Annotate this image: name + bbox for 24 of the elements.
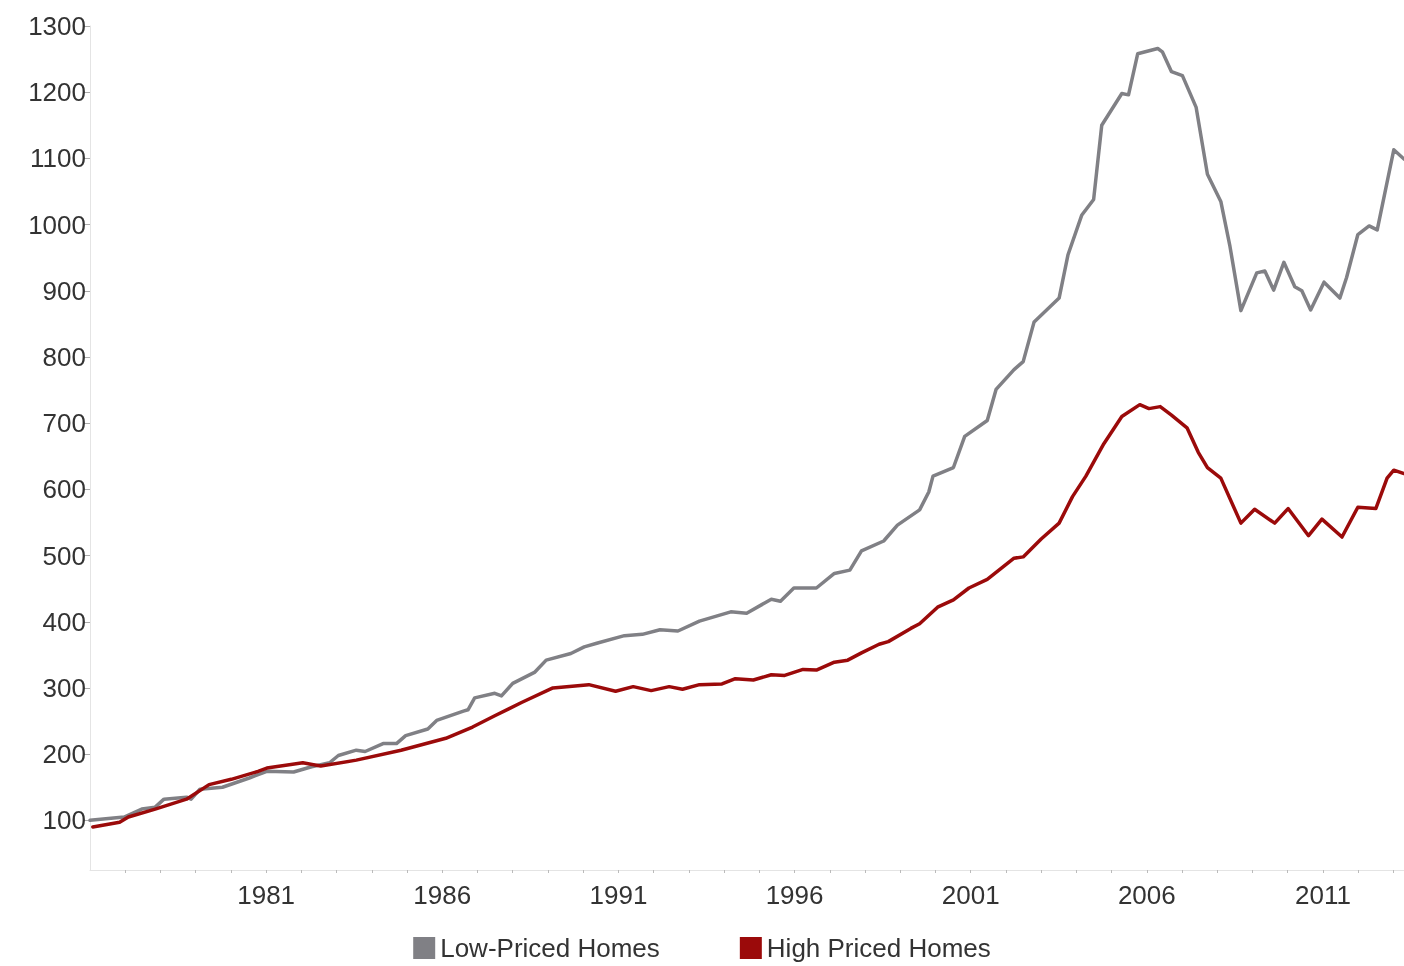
y-tick-label: 300 (42, 672, 86, 703)
x-tick-label: 1991 (589, 880, 648, 910)
legend-label: High Priced Homes (766, 933, 991, 963)
y-tick-label: 600 (42, 474, 86, 505)
y-tick-label: 1200 (28, 77, 86, 108)
x-tick-label: 2006 (1117, 880, 1176, 910)
y-tick-label: 400 (42, 606, 86, 637)
x-tick-label: 1981 (237, 880, 296, 910)
line-series (91, 402, 1404, 829)
x-tick-label: 1996 (765, 880, 824, 910)
y-tick-label: 900 (42, 275, 86, 306)
legend-label: Low-Priced Homes (440, 933, 660, 963)
y-tick-label: 100 (42, 805, 86, 836)
x-tick-label: 2001 (941, 880, 1000, 910)
y-tick-label: 500 (42, 540, 86, 571)
y-tick-label: 1000 (28, 209, 86, 240)
y-tick-label: 200 (42, 739, 86, 770)
y-tick-label: 800 (42, 341, 86, 372)
y-tick-label: 1100 (30, 143, 86, 174)
line-series (88, 46, 1404, 823)
y-tick-label: 700 (42, 408, 86, 439)
x-tick-label: 1986 (413, 880, 472, 910)
y-tick-label: 1300 (28, 11, 86, 41)
x-tick-label: 2011 (1295, 880, 1351, 910)
